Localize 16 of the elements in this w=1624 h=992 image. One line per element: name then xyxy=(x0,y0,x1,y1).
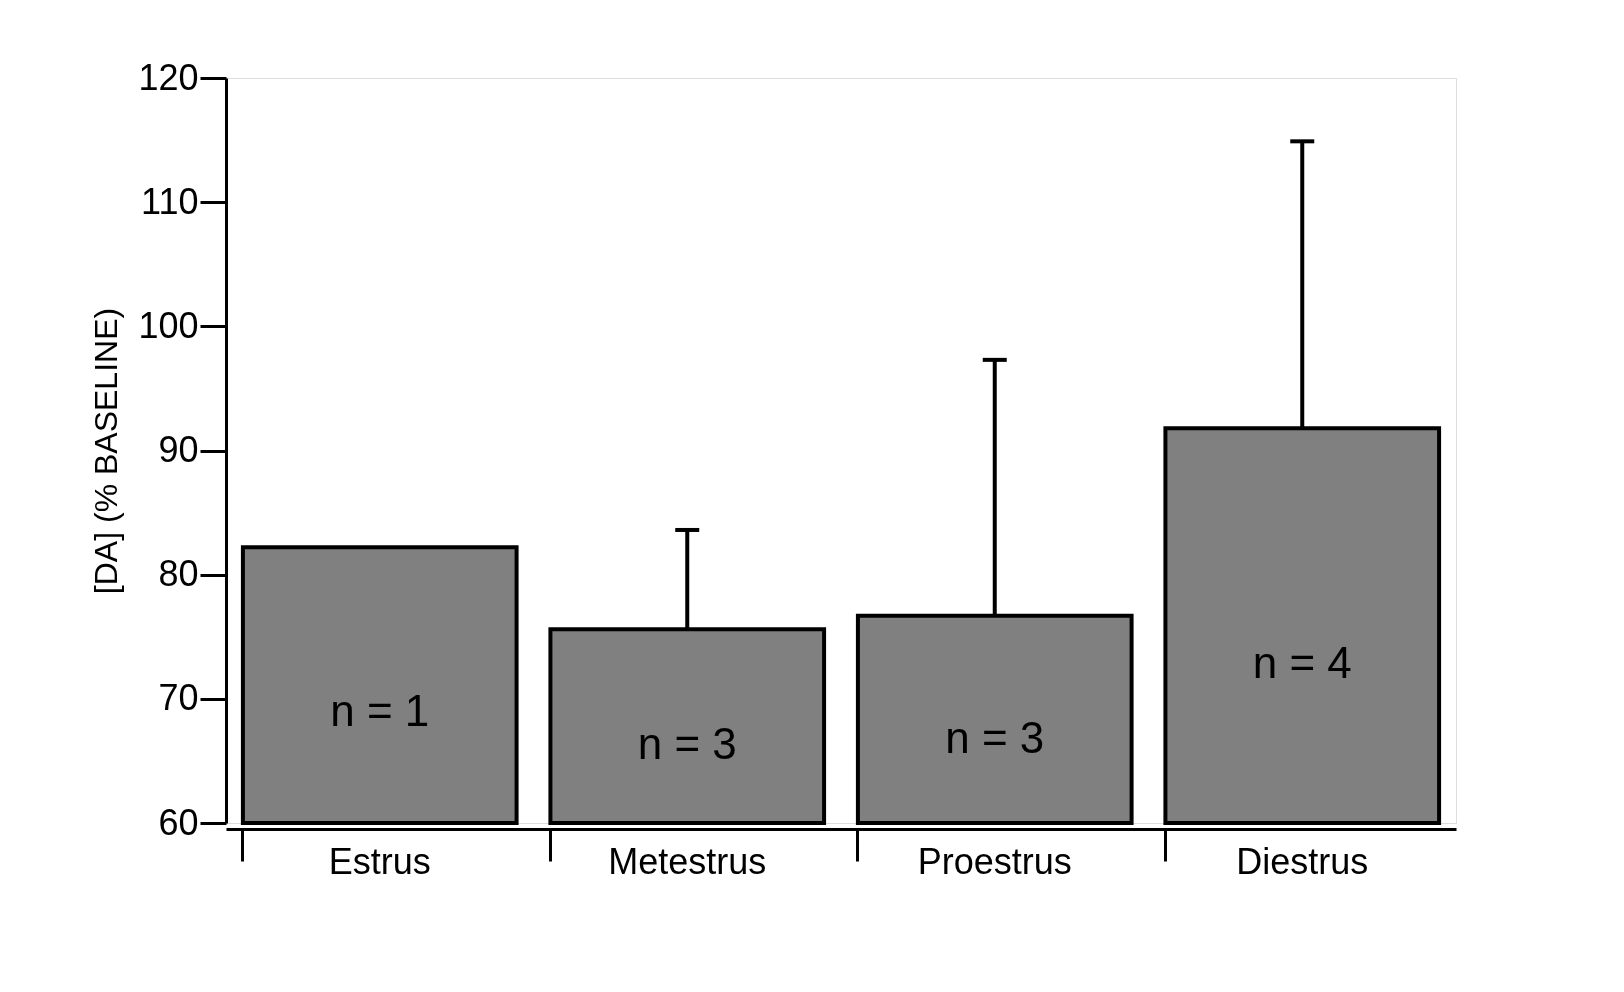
annotation: n = 4 xyxy=(1252,638,1352,688)
x-tick-label: Diestrus xyxy=(1236,840,1369,882)
y-tick-label: 90 xyxy=(158,429,199,470)
y-tick-label: 100 xyxy=(138,304,199,346)
annotation: n = 1 xyxy=(330,685,430,735)
x-tick-label: Metestrus xyxy=(608,840,767,882)
annotation: n = 3 xyxy=(637,718,737,768)
annotation: n = 3 xyxy=(945,713,1045,763)
x-tick-label: Proestrus xyxy=(917,840,1072,882)
y-tick-label: 80 xyxy=(158,553,199,595)
y-tick-label: 70 xyxy=(158,677,199,719)
y-tick-label: 110 xyxy=(141,180,199,222)
y-axis-title: [DA] (% BASELINE) xyxy=(88,307,125,595)
x-tick-label: Estrus xyxy=(328,840,431,882)
y-tick-label: 60 xyxy=(158,801,199,843)
y-tick-label: 120 xyxy=(138,56,199,98)
